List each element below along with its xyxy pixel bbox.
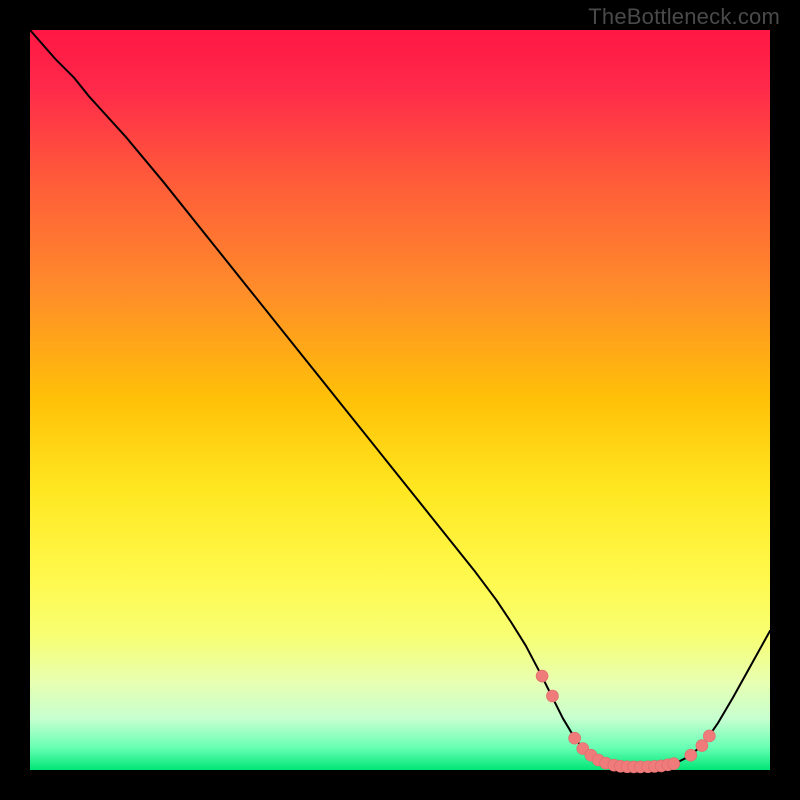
marker-group — [536, 670, 715, 773]
watermark-text: TheBottleneck.com — [588, 4, 780, 30]
marker-dot — [569, 732, 581, 744]
plot-area — [30, 30, 770, 770]
marker-dot — [546, 690, 558, 702]
marker-dot — [668, 758, 680, 770]
curve-path — [30, 30, 770, 767]
marker-dot — [536, 670, 548, 682]
marker-dot — [685, 749, 697, 761]
bottleneck-curve — [30, 30, 770, 770]
marker-dot — [703, 730, 715, 742]
